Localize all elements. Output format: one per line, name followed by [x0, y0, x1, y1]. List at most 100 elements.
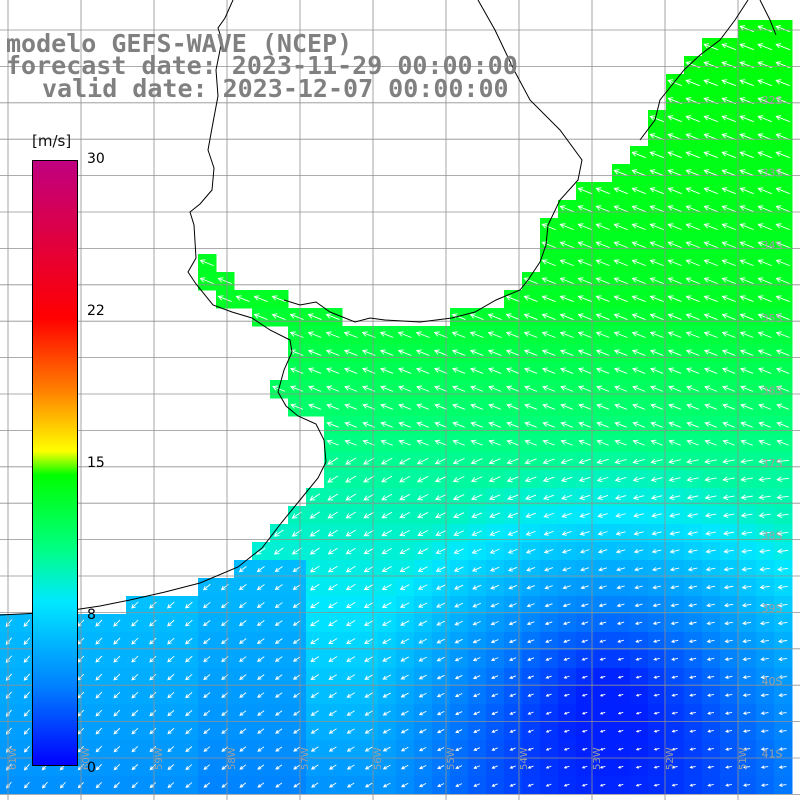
- wind-vector-arrow: [472, 657, 481, 662]
- wind-vector-arrow: [631, 241, 646, 249]
- wind-vector-arrow: [382, 692, 391, 698]
- wind-vector-arrow: [113, 673, 121, 681]
- wind-vector-arrow: [577, 241, 592, 249]
- wind-vector-arrow: [742, 657, 751, 662]
- latitude-label: 34S: [762, 239, 783, 252]
- wind-vector-arrow: [599, 747, 606, 751]
- wind-vector-arrow: [721, 187, 736, 195]
- wind-vector-arrow: [239, 674, 247, 680]
- wind-vector-arrow: [561, 531, 572, 536]
- wind-vector-arrow: [739, 133, 754, 141]
- forecast-date: forecast date: 2023-11-29 00:00:00: [6, 51, 518, 80]
- wind-vector-arrow: [704, 439, 717, 446]
- wind-vector-arrow: [345, 583, 356, 591]
- wind-vector-arrow: [416, 457, 429, 465]
- wind-vector-arrow: [686, 494, 699, 500]
- wind-vector-arrow: [649, 133, 664, 141]
- wind-vector-arrow: [455, 765, 463, 770]
- wind-vector-arrow: [256, 602, 265, 609]
- wind-vector-arrow: [238, 565, 247, 573]
- wind-vector-arrow: [776, 494, 789, 500]
- wind-vector-arrow: [238, 584, 247, 591]
- wind-vector-arrow: [417, 566, 428, 572]
- wind-vector-arrow: [398, 439, 411, 446]
- wind-vector-arrow: [631, 151, 646, 159]
- wind-vector-arrow: [595, 241, 610, 249]
- wind-vector-arrow: [560, 421, 573, 428]
- wind-vector-arrow: [491, 675, 499, 680]
- wind-vector-arrow: [380, 385, 394, 392]
- wind-vector-arrow: [721, 259, 736, 267]
- wind-vector-arrow: [470, 385, 484, 392]
- wind-vector-arrow: [671, 657, 679, 661]
- wind-vector-arrow: [775, 241, 790, 249]
- wind-vector-arrow: [453, 566, 464, 572]
- wind-vector-arrow: [293, 710, 301, 716]
- wind-vector-arrow: [545, 711, 552, 715]
- wind-vector-arrow: [509, 783, 516, 787]
- wind-vector-arrow: [203, 764, 211, 770]
- wind-vector-arrow: [381, 475, 393, 483]
- wind-vector-arrow: [328, 782, 337, 788]
- wind-vector-arrow: [435, 530, 447, 537]
- wind-vector-arrow: [577, 259, 592, 267]
- wind-vector-arrow: [273, 529, 284, 537]
- wind-vector-arrow: [599, 675, 606, 679]
- wind-vector-arrow: [740, 530, 753, 536]
- wind-vector-arrow: [650, 494, 663, 500]
- wind-vector-arrow: [653, 747, 660, 751]
- wind-vector-arrow: [5, 637, 13, 646]
- wind-vector-arrow: [149, 673, 157, 681]
- wind-vector-arrow: [578, 439, 591, 446]
- wind-vector-arrow: [703, 277, 718, 285]
- wind-vector-arrow: [435, 548, 446, 554]
- wind-vector-arrow: [757, 205, 772, 213]
- wind-vector-arrow: [113, 782, 120, 789]
- wind-vector-arrow: [724, 621, 733, 626]
- wind-vector-arrow: [595, 187, 610, 195]
- wind-vector-arrow: [739, 115, 754, 123]
- wind-vector-arrow: [382, 782, 391, 788]
- wind-vector-arrow: [635, 675, 642, 679]
- wind-vector-arrow: [703, 79, 718, 87]
- wind-vector-arrow: [199, 277, 214, 285]
- wind-vector-arrow: [635, 729, 642, 733]
- wind-vector-arrow: [613, 241, 628, 249]
- wind-vector-arrow: [418, 692, 427, 698]
- wind-vector-arrow: [616, 621, 625, 625]
- wind-vector-arrow: [703, 223, 718, 231]
- wind-vector-arrow: [437, 747, 445, 752]
- wind-vector-arrow: [238, 638, 247, 645]
- wind-vector-arrow: [613, 349, 628, 356]
- wind-vector-arrow: [307, 349, 322, 356]
- wind-vector-arrow: [345, 511, 357, 519]
- wind-vector-arrow: [5, 727, 12, 735]
- wind-vector-arrow: [345, 457, 357, 465]
- wind-vector-arrow: [5, 619, 13, 628]
- wind-vector-arrow: [722, 385, 736, 392]
- wind-vector-arrow: [452, 403, 466, 410]
- wind-vector-arrow: [416, 385, 430, 392]
- wind-vector-arrow: [380, 439, 393, 446]
- wind-vector-arrow: [616, 585, 625, 590]
- wind-vector-arrow: [650, 421, 663, 428]
- wind-vector-arrow: [382, 710, 391, 716]
- wind-vector-arrow: [758, 512, 771, 518]
- wind-vector-arrow: [775, 349, 790, 356]
- wind-vector-arrow: [328, 638, 338, 645]
- wind-vector-arrow: [292, 620, 301, 626]
- wind-vector-arrow: [379, 349, 394, 356]
- wind-vector-arrow: [167, 728, 175, 735]
- wind-vector-arrow: [595, 349, 610, 356]
- wind-vector-arrow: [597, 494, 609, 500]
- wind-vector-arrow: [760, 729, 769, 733]
- wind-vector-arrow: [113, 655, 121, 663]
- wind-vector-arrow: [524, 403, 538, 410]
- wind-vector-arrow: [721, 223, 736, 231]
- wind-vector-arrow: [23, 745, 30, 753]
- wind-vector-arrow: [685, 313, 700, 320]
- wind-vector-arrow: [399, 511, 411, 519]
- wind-vector-arrow: [775, 331, 790, 338]
- wind-vector-arrow: [239, 746, 247, 752]
